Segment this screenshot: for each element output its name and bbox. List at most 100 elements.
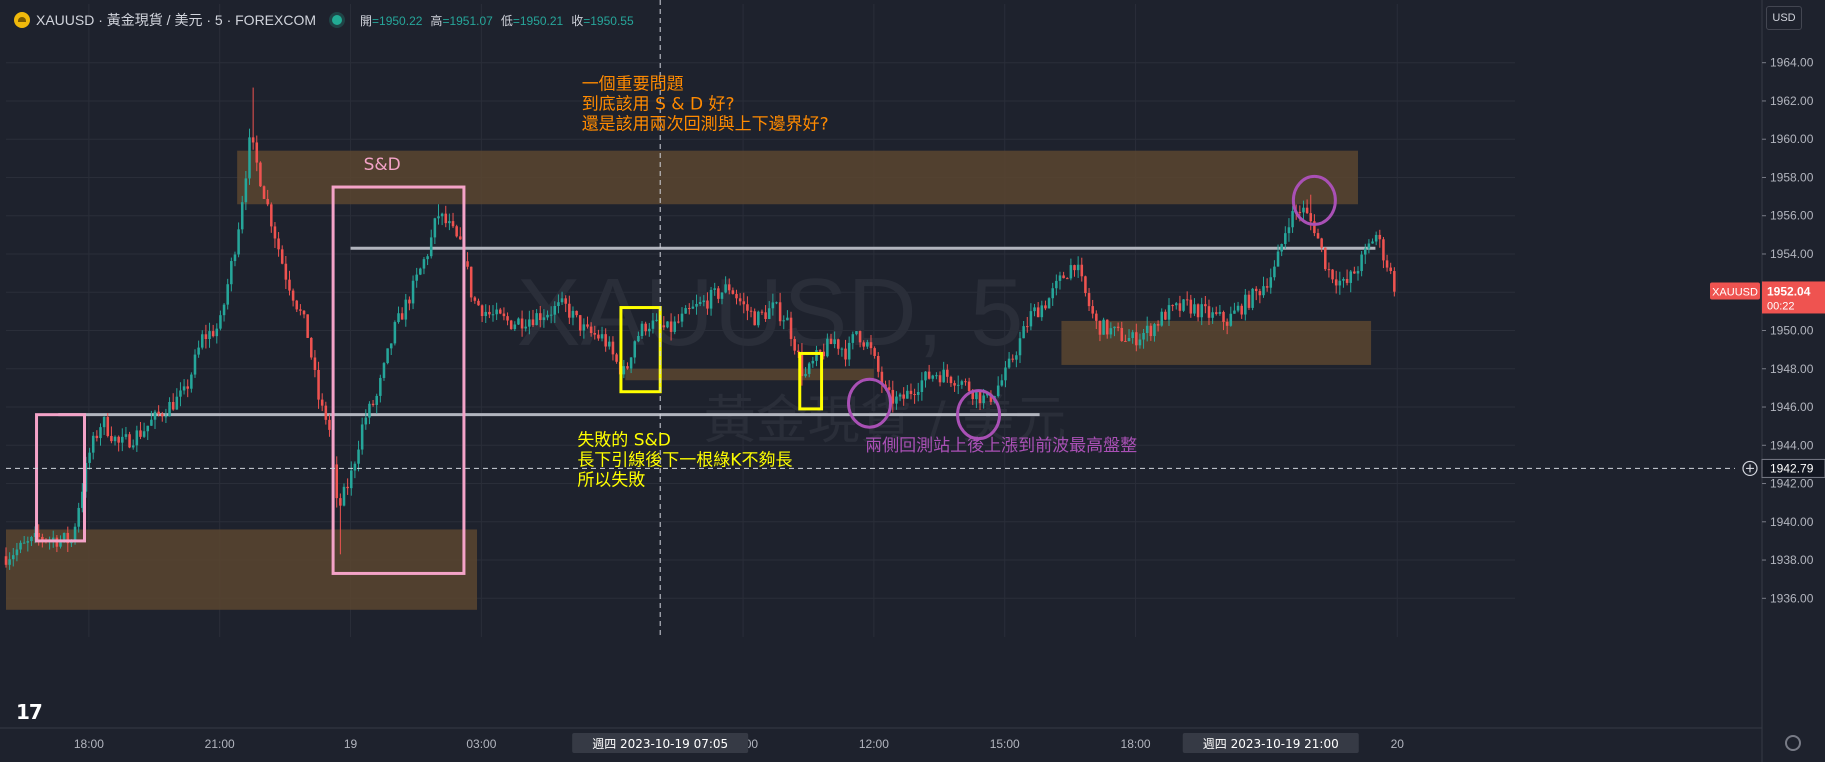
candle-body	[1127, 338, 1131, 342]
price-tick-label: 1954.00	[1770, 247, 1814, 261]
candle-body	[440, 213, 444, 217]
candle-body	[982, 395, 985, 404]
candle-body	[1095, 313, 1098, 321]
candle-body	[873, 348, 876, 356]
candle-body	[1044, 305, 1047, 309]
candle-body	[735, 293, 738, 299]
candle-body	[1156, 324, 1160, 326]
tradingview-logo[interactable]: 17	[16, 700, 43, 724]
candle-body	[924, 371, 927, 381]
candle-body	[1004, 367, 1007, 381]
candle-body	[1302, 207, 1305, 213]
annotation-line: 還是該用兩次回測與上下邊界好?	[582, 114, 829, 134]
candle-body	[415, 274, 418, 281]
candle-body	[277, 238, 280, 250]
candle-body	[542, 317, 546, 321]
candle-body	[139, 430, 142, 437]
candle-body	[760, 311, 764, 313]
candle-body	[549, 314, 553, 316]
candle-body	[597, 334, 600, 339]
candle-body	[1015, 355, 1018, 360]
candle-body	[1393, 271, 1396, 292]
symbol-price-tag	[1710, 282, 1760, 300]
candle-body	[386, 348, 389, 364]
candle-body	[433, 218, 437, 238]
candle-body	[131, 445, 135, 448]
candle-body	[349, 470, 353, 489]
candle-body	[288, 279, 291, 291]
candle-body	[426, 256, 429, 260]
yellow-box	[619, 306, 662, 394]
candle-body	[1229, 313, 1233, 326]
annotation-line: S&D	[364, 155, 401, 175]
candle-body	[1124, 340, 1127, 342]
candle-body	[571, 310, 575, 318]
candle-body	[429, 237, 433, 257]
candle-body	[371, 403, 375, 405]
candle-body	[706, 300, 709, 309]
settings-icon[interactable]	[1785, 735, 1801, 751]
candle-body	[1313, 221, 1316, 234]
candle-body	[604, 334, 607, 347]
candle-body	[851, 334, 855, 343]
supply-demand-zones	[6, 150, 1372, 610]
symbol-title[interactable]: XAUUSD · 黃金現貨 / 美元 · 5 · FOREXCOM	[36, 12, 317, 28]
candle-body	[73, 526, 77, 541]
candle-body	[1204, 304, 1207, 307]
candle-body	[1342, 278, 1345, 281]
candle-body	[222, 304, 226, 316]
crosshair-price-tag	[1761, 458, 1825, 478]
price-tick-label: 1950.00	[1770, 324, 1814, 338]
candle-body	[1236, 305, 1240, 311]
candle-body	[764, 312, 767, 319]
candle-body	[208, 331, 211, 340]
last-price-tag	[1762, 281, 1825, 314]
currency-button[interactable]: USD	[1766, 6, 1802, 30]
candle-body	[1251, 288, 1254, 308]
candle-body	[437, 216, 440, 219]
candle-body	[113, 436, 117, 442]
candle-body	[946, 369, 949, 377]
candle-body	[575, 310, 578, 316]
candle-body	[1211, 312, 1214, 318]
candle-body	[902, 394, 905, 399]
candle-body	[219, 315, 222, 329]
candle-body	[797, 350, 800, 352]
last-price-countdown: 00:22	[1767, 300, 1795, 312]
candle-body	[822, 351, 826, 357]
candle-body	[299, 309, 302, 311]
purple-circle	[1291, 174, 1337, 226]
candle-body	[335, 464, 339, 499]
candle-body	[953, 383, 956, 386]
candle-body	[1185, 299, 1189, 301]
price-tick-label: 1948.00	[1770, 362, 1814, 376]
time-tick-label: 20	[1391, 737, 1405, 751]
candle-body	[517, 318, 520, 325]
candle-body	[931, 375, 935, 379]
candle-body	[488, 311, 491, 315]
candle-body	[666, 321, 669, 328]
market-open-icon	[332, 15, 343, 25]
candle-body	[1138, 339, 1142, 346]
candle-body	[200, 334, 204, 348]
candle-body	[51, 537, 55, 540]
candle-body	[742, 301, 746, 305]
candle-body	[938, 375, 942, 383]
candle-body	[753, 311, 756, 326]
ohlc-high: 高=1951.07	[430, 13, 493, 28]
candle-body	[608, 341, 611, 347]
annotation-failed: 失敗的 S&D 長下引線後下一根綠K不夠長所以失敗	[577, 430, 792, 490]
candle-body	[651, 320, 655, 329]
last-price-value: 1952.04	[1767, 284, 1811, 298]
candle-body	[782, 320, 786, 322]
candle-body	[833, 339, 836, 345]
candle-body	[215, 328, 219, 337]
candle-body	[942, 369, 945, 383]
candle-body	[1316, 233, 1320, 239]
symbol-header: XAUUSD · 黃金現貨 / 美元 · 5 · FOREXCOM 開=1950…	[14, 8, 642, 32]
candle-body	[804, 373, 807, 377]
candle-body	[88, 452, 91, 463]
crosshair	[6, 0, 1758, 637]
